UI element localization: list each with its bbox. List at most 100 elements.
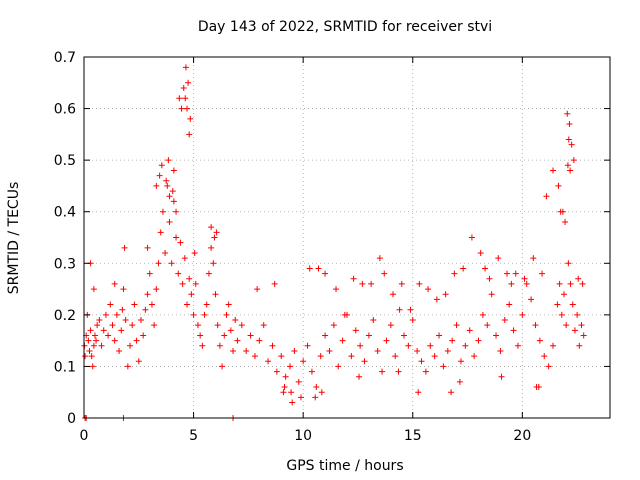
data-point — [395, 368, 402, 375]
data-point — [122, 317, 129, 324]
data-point — [370, 317, 377, 324]
data-point — [120, 286, 127, 293]
data-point — [94, 322, 101, 329]
data-point — [185, 79, 192, 86]
data-point — [260, 322, 267, 329]
data-point — [205, 270, 212, 277]
data-point — [213, 229, 220, 236]
data-point — [88, 353, 95, 360]
data-point — [98, 342, 105, 349]
data-point — [387, 322, 394, 329]
data-point — [176, 95, 183, 102]
data-point — [422, 368, 429, 375]
data-point — [564, 110, 571, 117]
data-point — [166, 193, 173, 200]
data-point — [179, 280, 186, 287]
y-tick-label: 0 — [67, 411, 76, 427]
data-point — [341, 311, 348, 318]
data-point — [396, 306, 403, 313]
data-point — [90, 286, 97, 293]
data-point — [431, 353, 438, 360]
x-tick-label: 0 — [80, 428, 89, 444]
data-point — [219, 363, 226, 370]
data-point — [532, 322, 539, 329]
data-point — [135, 358, 142, 365]
x-tick-label: 20 — [513, 428, 531, 444]
data-point — [197, 332, 204, 339]
data-point — [557, 208, 564, 215]
data-point — [501, 317, 508, 324]
data-point — [348, 353, 355, 360]
data-point — [440, 363, 447, 370]
data-point — [281, 384, 288, 391]
data-point — [457, 358, 464, 365]
data-point — [133, 337, 140, 344]
data-point — [308, 368, 315, 375]
data-point — [407, 306, 414, 313]
data-point — [416, 280, 423, 287]
data-point — [521, 275, 528, 282]
data-point — [186, 131, 193, 138]
data-point — [153, 286, 160, 293]
data-point — [182, 64, 189, 71]
data-point — [234, 337, 241, 344]
data-point — [405, 342, 412, 349]
data-point — [163, 177, 170, 184]
data-point — [109, 322, 116, 329]
x-tick-label: 15 — [404, 428, 422, 444]
data-point — [415, 389, 422, 396]
data-point — [409, 317, 416, 324]
data-point — [156, 172, 163, 179]
data-point — [184, 105, 191, 112]
data-point — [144, 244, 151, 251]
data-point — [564, 162, 571, 169]
x-tick-label: 5 — [189, 428, 198, 444]
data-point — [508, 280, 515, 287]
data-point — [208, 224, 215, 231]
data-point — [541, 353, 548, 360]
data-point — [539, 270, 546, 277]
data-point — [462, 342, 469, 349]
data-point — [100, 327, 107, 334]
data-point — [503, 270, 510, 277]
data-point — [111, 337, 118, 344]
data-point — [158, 162, 165, 169]
data-point — [563, 322, 570, 329]
data-point — [282, 373, 289, 380]
data-point — [87, 327, 94, 334]
data-point — [497, 347, 504, 354]
data-point — [322, 332, 329, 339]
data-point — [444, 347, 451, 354]
data-point — [567, 167, 574, 174]
plot-frame — [83, 56, 611, 419]
data-point — [460, 265, 467, 272]
data-point — [173, 234, 180, 241]
data-point — [223, 311, 230, 318]
data-point — [580, 332, 587, 339]
data-point — [164, 182, 171, 189]
data-point — [91, 332, 98, 339]
data-point — [335, 363, 342, 370]
y-tick-label: 0.6 — [54, 102, 76, 118]
data-point — [512, 270, 519, 277]
data-point — [211, 234, 218, 241]
data-point — [398, 280, 405, 287]
data-point — [129, 322, 136, 329]
y-tick-label: 0.5 — [54, 153, 76, 169]
data-point — [475, 337, 482, 344]
data-point — [208, 244, 215, 251]
data-point — [187, 115, 194, 122]
data-point — [247, 332, 254, 339]
data-point — [565, 136, 572, 143]
data-point — [102, 311, 109, 318]
data-point — [170, 167, 177, 174]
data-point — [142, 306, 149, 313]
data-point — [221, 332, 228, 339]
data-point — [165, 157, 172, 164]
data-point — [162, 249, 169, 256]
y-tick-label: 0.4 — [54, 205, 76, 221]
data-point — [479, 311, 486, 318]
data-point — [280, 389, 287, 396]
data-point — [477, 249, 484, 256]
